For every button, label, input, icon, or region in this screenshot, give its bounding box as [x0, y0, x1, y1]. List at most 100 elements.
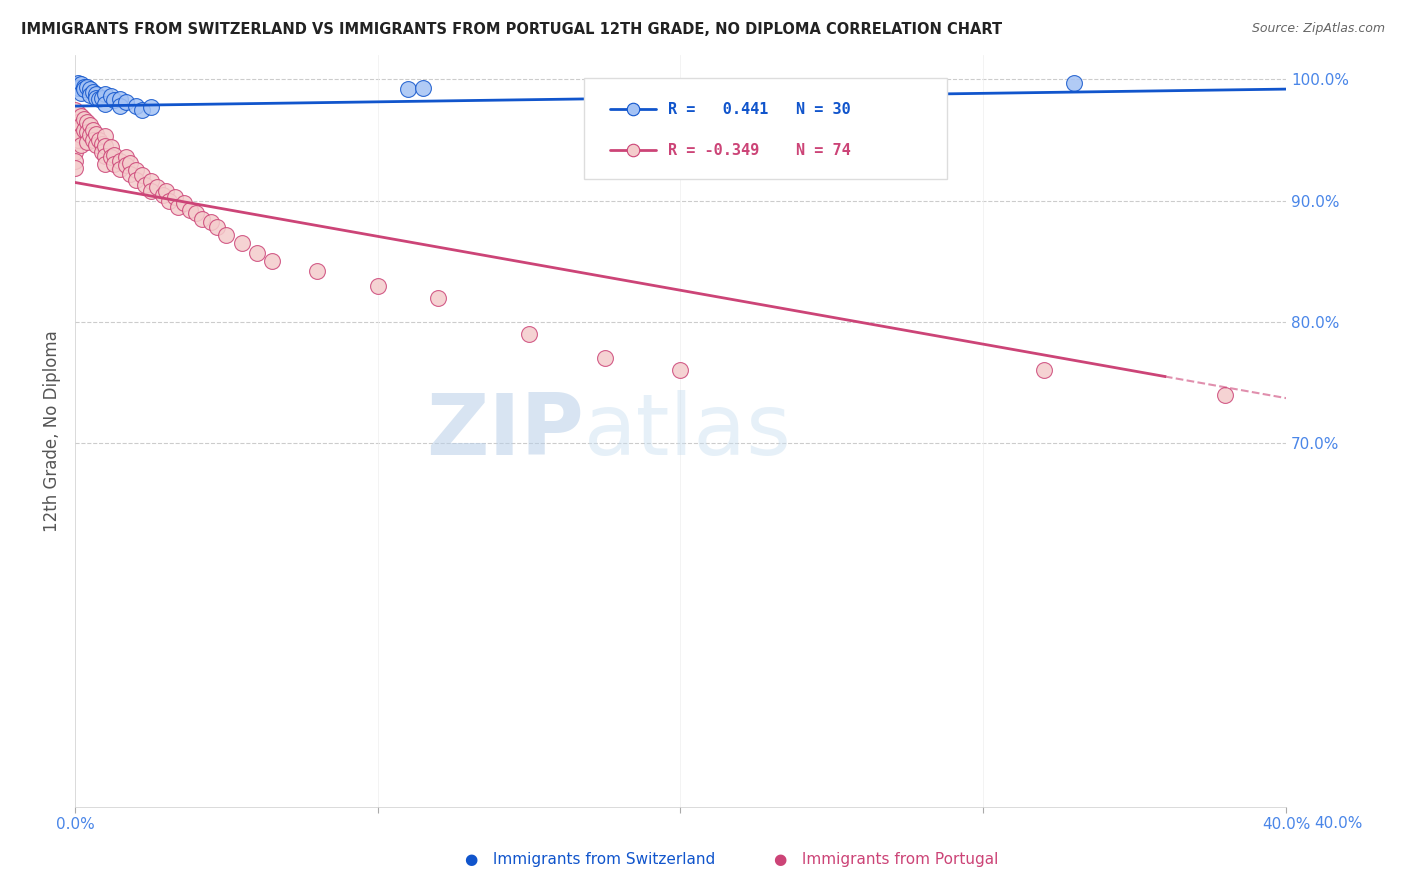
- Point: [63, 120, 86, 135]
- Point: [94, 87, 117, 101]
- Point: [911, 79, 934, 94]
- Text: N = 30: N = 30: [796, 102, 851, 117]
- Point: [231, 236, 253, 251]
- Point: [517, 326, 540, 341]
- Text: R = -0.349: R = -0.349: [668, 143, 759, 158]
- Point: [67, 76, 90, 90]
- Point: [427, 291, 450, 305]
- Point: [94, 149, 117, 163]
- Point: [70, 109, 93, 123]
- Point: [167, 200, 190, 214]
- Text: Source: ZipAtlas.com: Source: ZipAtlas.com: [1251, 22, 1385, 36]
- Point: [63, 161, 86, 175]
- Point: [70, 137, 93, 152]
- Text: 40.0%: 40.0%: [1315, 816, 1362, 830]
- Point: [79, 119, 101, 133]
- Point: [115, 159, 138, 173]
- Point: [139, 100, 162, 114]
- Point: [94, 157, 117, 171]
- Point: [131, 103, 153, 117]
- Point: [67, 106, 90, 120]
- Point: [412, 81, 434, 95]
- Point: [1063, 76, 1085, 90]
- Point: [70, 128, 93, 143]
- Text: R =   0.441: R = 0.441: [668, 102, 769, 117]
- Point: [307, 264, 329, 278]
- Point: [89, 92, 111, 106]
- Y-axis label: 12th Grade, No Diploma: 12th Grade, No Diploma: [44, 330, 60, 532]
- Text: N = 74: N = 74: [796, 143, 851, 158]
- Point: [76, 124, 98, 138]
- Point: [63, 103, 86, 117]
- Point: [191, 211, 214, 226]
- Point: [115, 150, 138, 164]
- Text: ●   Immigrants from Switzerland: ● Immigrants from Switzerland: [465, 852, 716, 867]
- Point: [63, 112, 86, 126]
- Point: [246, 245, 269, 260]
- Point: [76, 136, 98, 150]
- Point: [70, 86, 93, 100]
- Point: [184, 206, 207, 220]
- Point: [79, 128, 101, 143]
- Point: [1032, 363, 1054, 377]
- Point: [131, 168, 153, 182]
- Point: [79, 82, 101, 96]
- Point: [260, 254, 283, 268]
- Point: [100, 89, 122, 103]
- Point: [84, 90, 107, 104]
- Point: [593, 351, 616, 366]
- Point: [89, 133, 111, 147]
- Point: [63, 78, 86, 93]
- Point: [110, 153, 132, 168]
- Point: [103, 147, 125, 161]
- Point: [103, 93, 125, 107]
- Point: [124, 163, 146, 178]
- Point: [82, 85, 104, 99]
- Point: [669, 363, 692, 377]
- Point: [63, 127, 86, 141]
- Text: ●   Immigrants from Portugal: ● Immigrants from Portugal: [773, 852, 998, 867]
- Point: [134, 178, 156, 192]
- Point: [145, 180, 167, 194]
- Point: [103, 157, 125, 171]
- Point: [179, 203, 201, 218]
- Point: [157, 194, 180, 208]
- Point: [67, 115, 90, 129]
- Point: [200, 215, 222, 229]
- Point: [124, 173, 146, 187]
- Point: [94, 139, 117, 153]
- Point: [118, 156, 141, 170]
- Point: [91, 145, 114, 160]
- Point: [91, 90, 114, 104]
- Point: [124, 99, 146, 113]
- Point: [82, 123, 104, 137]
- Point: [367, 278, 389, 293]
- Point: [1215, 387, 1237, 401]
- Point: [79, 88, 101, 103]
- Point: [67, 123, 90, 137]
- Text: IMMIGRANTS FROM SWITZERLAND VS IMMIGRANTS FROM PORTUGAL 12TH GRADE, NO DIPLOMA C: IMMIGRANTS FROM SWITZERLAND VS IMMIGRANT…: [21, 22, 1002, 37]
- Point: [76, 79, 98, 94]
- Point: [70, 77, 93, 91]
- Point: [163, 190, 186, 204]
- Point: [152, 187, 174, 202]
- Point: [63, 145, 86, 160]
- Point: [110, 99, 132, 113]
- Point: [100, 140, 122, 154]
- FancyBboxPatch shape: [583, 78, 946, 179]
- Point: [118, 167, 141, 181]
- Point: [73, 112, 96, 127]
- Point: [73, 123, 96, 137]
- Point: [84, 127, 107, 141]
- Point: [82, 133, 104, 147]
- Point: [115, 95, 138, 110]
- Point: [67, 133, 90, 147]
- Point: [63, 136, 86, 150]
- Point: [139, 184, 162, 198]
- Point: [173, 196, 195, 211]
- Point: [94, 129, 117, 144]
- Point: [67, 81, 90, 95]
- Point: [110, 162, 132, 177]
- Point: [396, 82, 419, 96]
- Point: [84, 87, 107, 101]
